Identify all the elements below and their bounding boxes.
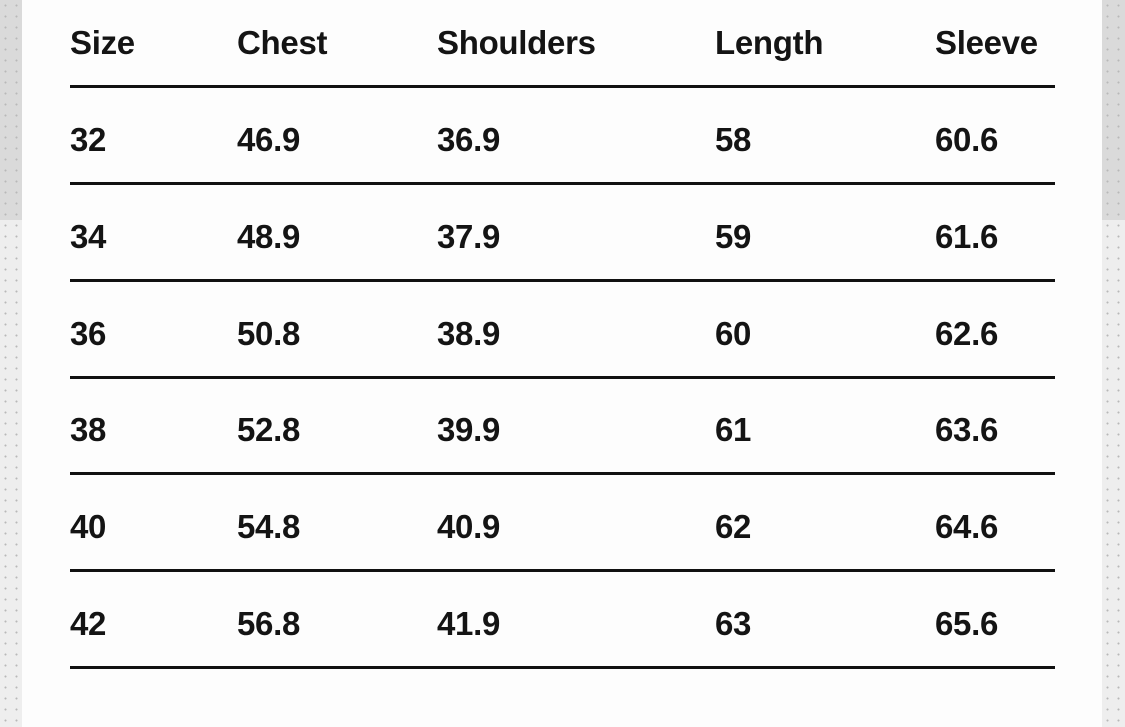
divider [70, 472, 1055, 476]
divider [70, 569, 1055, 573]
cell-sleeve: 63.6 [935, 411, 999, 449]
cell-chest: 48.9 [237, 217, 301, 255]
cell-sleeve: 62.6 [935, 314, 999, 352]
cell-shoulders: 38.9 [437, 314, 501, 352]
cell-shoulders: 40.9 [437, 508, 501, 546]
cell-length: 59 [715, 217, 752, 255]
cell-size: 40 [70, 508, 107, 546]
cell-size: 34 [70, 217, 107, 255]
table-row: 34 48.9 37.9 59 61.6 [70, 220, 1055, 317]
table-row: 40 54.8 40.9 62 64.6 [70, 510, 1055, 607]
left-background-strip [0, 0, 22, 727]
cell-shoulders: 37.9 [437, 217, 501, 255]
cell-length: 58 [715, 121, 752, 158]
divider [70, 182, 1055, 185]
cell-sleeve: 61.6 [935, 217, 999, 255]
divider [70, 278, 1055, 282]
header-shoulders: Shoulders [437, 24, 596, 61]
table-row: 42 56.8 41.9 63 65.6 [70, 607, 1055, 704]
cell-chest: 52.8 [237, 411, 301, 449]
right-background-strip [1102, 0, 1125, 727]
cell-length: 63 [715, 605, 752, 642]
cell-size: 36 [70, 314, 107, 352]
cell-sleeve: 64.6 [935, 508, 999, 546]
cell-chest: 54.8 [237, 508, 301, 546]
header-size: Size [70, 24, 135, 61]
cell-size: 32 [70, 121, 107, 158]
cell-size: 42 [70, 605, 107, 642]
header-sleeve: Sleeve [935, 24, 1038, 61]
table-row: 36 50.8 38.9 60 62.6 [70, 317, 1055, 414]
cell-length: 61 [715, 411, 752, 449]
cell-chest: 56.8 [237, 605, 301, 642]
cell-length: 62 [715, 508, 752, 546]
cell-size: 38 [70, 411, 107, 449]
divider [70, 375, 1055, 379]
cell-chest: 50.8 [237, 314, 301, 352]
cell-sleeve: 65.6 [935, 605, 999, 642]
table-header-row: Size Chest Shoulders Length Sleeve [70, 26, 1055, 123]
header-chest: Chest [237, 24, 328, 61]
divider [70, 666, 1055, 669]
header-length: Length [715, 24, 824, 61]
table-row: 32 46.9 36.9 58 60.6 [70, 123, 1055, 220]
cell-shoulders: 41.9 [437, 605, 501, 642]
cell-length: 60 [715, 314, 752, 352]
cell-shoulders: 36.9 [437, 121, 501, 158]
divider [70, 85, 1055, 88]
cell-chest: 46.9 [237, 121, 301, 158]
cell-shoulders: 39.9 [437, 411, 501, 449]
cell-sleeve: 60.6 [935, 121, 999, 158]
table-row: 38 52.8 39.9 61 63.6 [70, 413, 1055, 510]
